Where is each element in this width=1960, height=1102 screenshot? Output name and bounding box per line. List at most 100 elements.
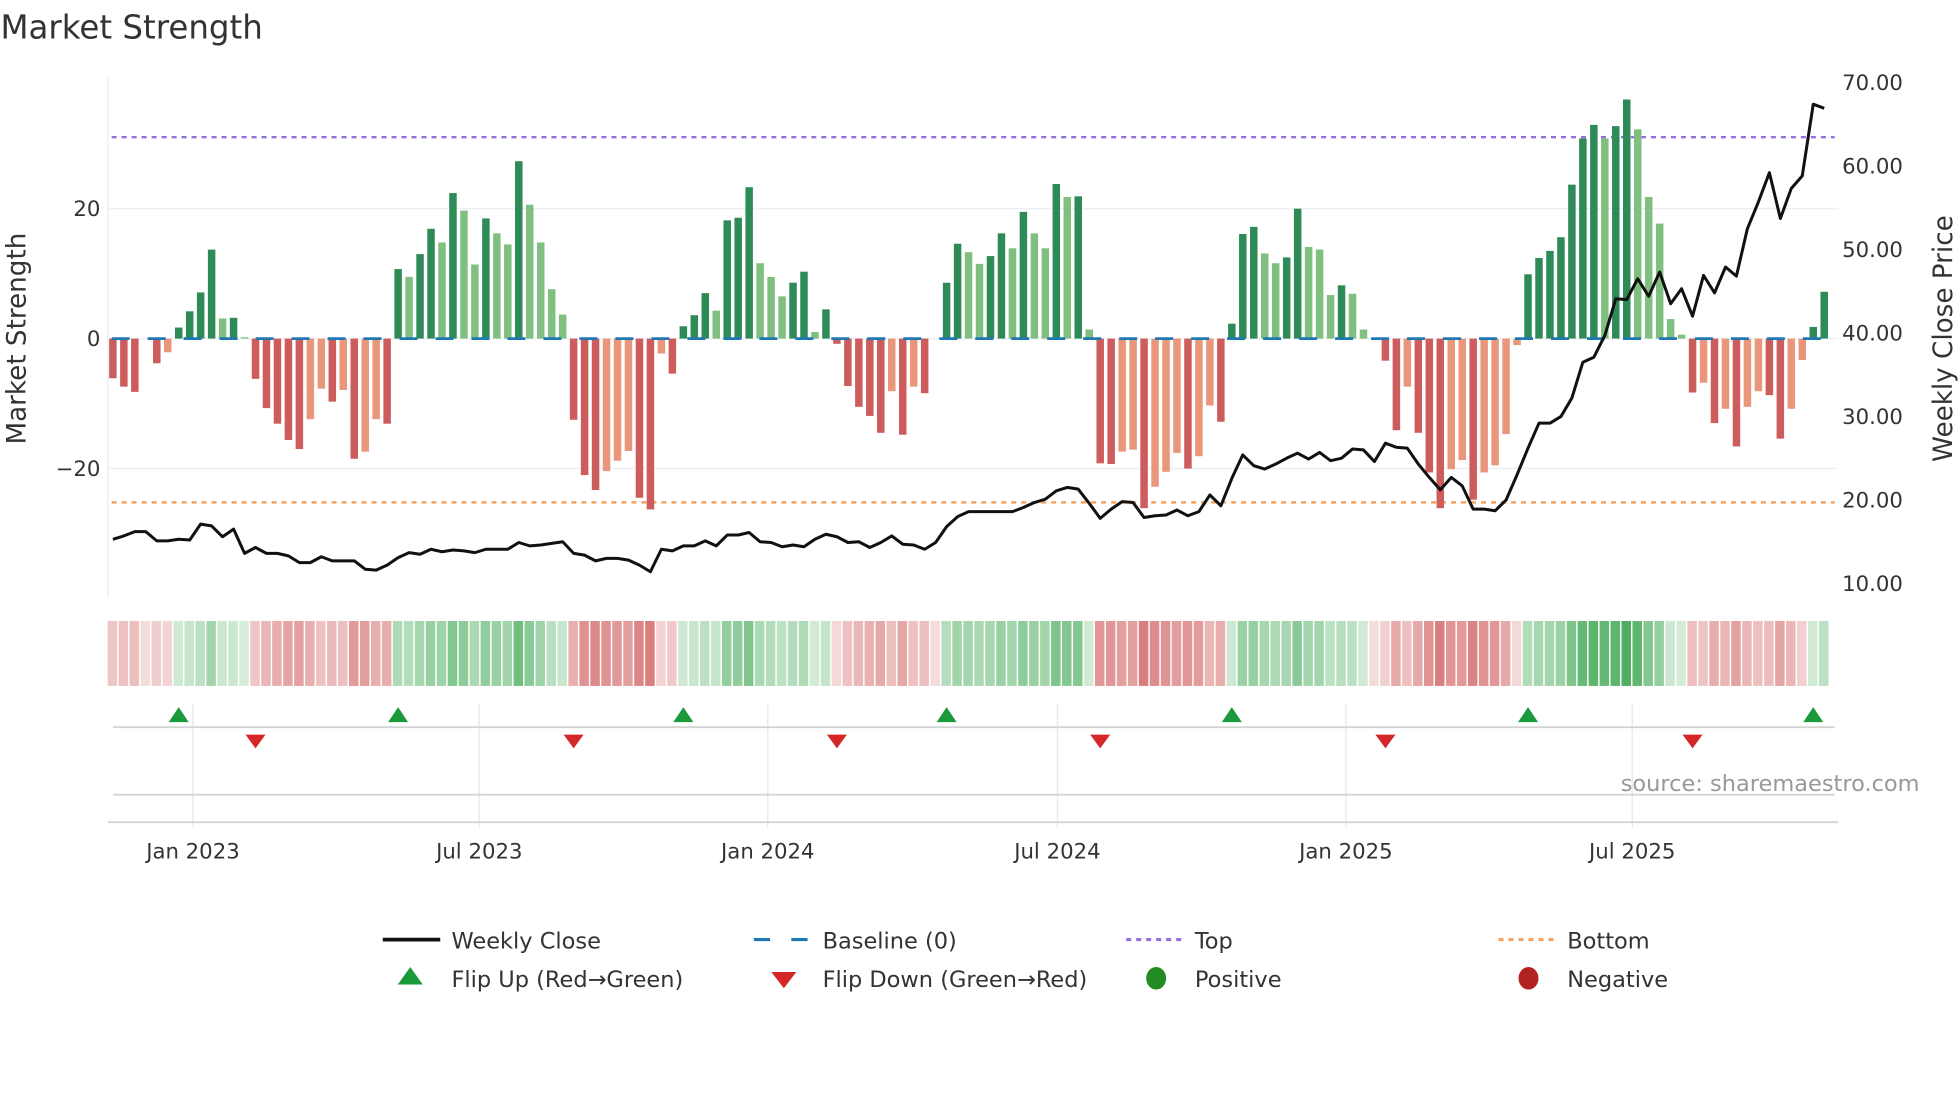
- legend-label: Flip Down (Green→Red): [823, 967, 1088, 993]
- heatmap-cell: [129, 620, 140, 686]
- heatmap-cell: [1215, 620, 1226, 686]
- flip-markers: [168, 707, 1824, 749]
- strength-bar: [1754, 338, 1763, 392]
- strength-bar: [339, 338, 348, 390]
- strength-bar: [734, 217, 742, 339]
- strength-bar: [1162, 338, 1170, 472]
- strength-bar: [1612, 126, 1620, 339]
- strength-bar: [580, 338, 589, 476]
- right-tick-label: 70.00: [1842, 71, 1903, 96]
- heatmap-cell: [1818, 620, 1829, 686]
- heatmap-cell: [787, 620, 798, 686]
- heatmap-cell: [1314, 620, 1324, 686]
- strength-bar: [438, 242, 446, 339]
- heatmap-cell: [1577, 620, 1588, 686]
- strength-bar: [1699, 338, 1708, 383]
- strength-bar: [646, 338, 655, 510]
- strength-bar: [1392, 338, 1401, 431]
- heatmap-cell: [1226, 620, 1237, 686]
- heatmap-cell: [1281, 620, 1291, 686]
- heatmap-cell: [425, 620, 436, 686]
- heatmap-cell: [1040, 620, 1050, 686]
- strength-bar: [1304, 246, 1313, 339]
- heatmap-cell: [338, 620, 348, 686]
- heatmap-cell: [1303, 620, 1313, 686]
- strength-bar: [1348, 293, 1357, 339]
- strength-bar: [679, 326, 688, 339]
- strength-bar: [811, 332, 819, 339]
- strength-bar: [361, 338, 369, 452]
- strength-bar: [1217, 338, 1225, 422]
- heatmap-cell: [557, 620, 567, 686]
- strength-bar: [1173, 338, 1181, 453]
- strength-bar: [855, 338, 863, 407]
- strength-bar: [624, 338, 633, 451]
- heatmap-cell: [1051, 620, 1061, 686]
- heatmap-cell: [1325, 620, 1335, 686]
- strength-bar: [789, 282, 797, 339]
- heatmap-cell: [480, 620, 491, 686]
- heatmap-cell: [524, 620, 535, 686]
- heatmap-cell: [436, 620, 447, 686]
- strength-bar: [536, 242, 545, 339]
- legend-item: Positive: [1146, 967, 1282, 993]
- heatmap-cell: [634, 620, 644, 686]
- strength-bar: [1206, 338, 1214, 406]
- strength-bar: [284, 338, 293, 440]
- circle-red-icon: [1518, 967, 1539, 990]
- heatmap-cell: [656, 620, 666, 686]
- heatmap-cell: [1456, 620, 1467, 686]
- heatmap-cell: [206, 620, 216, 686]
- strength-bar: [1096, 338, 1104, 464]
- strength-bar: [1557, 237, 1565, 339]
- heatmap-cell: [1533, 620, 1544, 686]
- heatmap-cell: [1369, 620, 1379, 686]
- strength-bar: [1019, 211, 1028, 339]
- strength-bar: [1250, 226, 1258, 339]
- heatmap-cell: [359, 620, 370, 686]
- strength-bar: [1601, 138, 1609, 339]
- heatmap-cell: [601, 620, 611, 686]
- strength-bar: [964, 252, 973, 339]
- heatmap-cell: [261, 620, 271, 686]
- heatmap-cell: [1116, 620, 1127, 686]
- heatmap-cell: [348, 620, 359, 686]
- heatmap-cell: [1632, 620, 1642, 686]
- heatmap-cell: [941, 620, 951, 686]
- heatmap-cell: [612, 620, 622, 686]
- heatmap-cell: [151, 620, 162, 686]
- strength-bar: [1447, 338, 1455, 470]
- heatmap-cell: [1259, 620, 1269, 686]
- strength-bar: [942, 282, 951, 339]
- strength-bar: [109, 338, 117, 379]
- heatmap-cell: [1018, 620, 1028, 686]
- heatmap-cell: [1204, 620, 1215, 686]
- heatmap-cell: [1522, 620, 1533, 686]
- strength-bar: [1063, 196, 1072, 339]
- right-tick-label: 10.00: [1842, 572, 1903, 597]
- legend-item: Baseline (0): [753, 928, 957, 954]
- right-tick-label: 30.00: [1842, 405, 1903, 430]
- strength-bar: [1666, 319, 1675, 339]
- strength-bar: [471, 264, 479, 339]
- strength-bar: [723, 220, 731, 339]
- strength-bar: [613, 338, 622, 461]
- strength-bar: [1721, 338, 1730, 409]
- heatmap-cell: [1380, 620, 1390, 686]
- heatmap-cell: [1467, 620, 1478, 686]
- heatmap-cell: [1336, 620, 1346, 686]
- heatmap-cell: [875, 620, 886, 686]
- strength-bar: [1184, 338, 1192, 469]
- strength-bar: [1359, 329, 1368, 339]
- heatmap-cell: [1094, 620, 1105, 686]
- heatmap-cell: [996, 620, 1006, 686]
- heatmap-cell: [579, 620, 589, 686]
- legend-item: Flip Down (Green→Red): [771, 967, 1087, 993]
- strength-bar: [1732, 338, 1741, 447]
- heatmap-cell: [864, 620, 875, 686]
- heatmap-cell: [1413, 620, 1423, 686]
- heatmap-cell: [239, 620, 249, 686]
- strength-bar: [558, 314, 567, 339]
- heatmap-cell: [1643, 620, 1653, 686]
- x-tick-label: Jan 2024: [719, 839, 815, 864]
